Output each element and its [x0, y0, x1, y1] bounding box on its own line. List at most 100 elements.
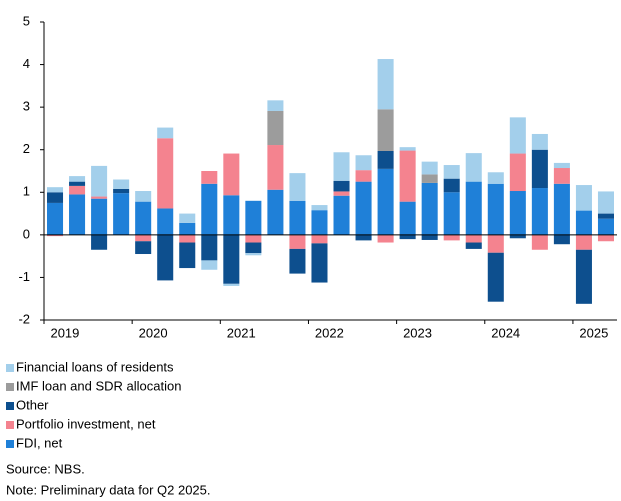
x-tick-label: 2020 [139, 325, 168, 340]
bar-segment [333, 180, 350, 192]
bar-segment [245, 253, 262, 256]
bar-segment [47, 192, 64, 203]
y-tick-label: 5 [23, 13, 30, 28]
y-tick-label: 2 [23, 141, 30, 156]
bar-segment [289, 234, 306, 249]
source: Source: NBS. [6, 461, 85, 476]
bar-segment [47, 234, 64, 237]
bar-segment [399, 201, 416, 235]
bar-segment [487, 234, 504, 253]
bar-segment [91, 198, 108, 235]
bar-segment [289, 173, 306, 201]
y-tick-label: 4 [23, 56, 30, 71]
bar-segment [289, 248, 306, 274]
bar-segment [267, 189, 284, 235]
bar-segment [69, 194, 86, 235]
bar-segment [443, 234, 460, 241]
bar-segment [377, 234, 394, 243]
bar-segment [179, 242, 196, 269]
note: Note: Preliminary data for Q2 2025. [6, 482, 211, 497]
bar-segment [245, 200, 262, 235]
bar-segment [377, 59, 394, 110]
bar-segment [267, 110, 284, 146]
bar-segment [531, 234, 548, 250]
bar-segment [531, 188, 548, 235]
bar-segment [575, 249, 592, 304]
bar-segment [487, 252, 504, 302]
bar-segment [355, 170, 372, 182]
bar-segment [135, 201, 152, 235]
bar-segment [509, 191, 526, 235]
bar-segment [113, 188, 130, 194]
bar-segment [69, 176, 86, 182]
bar-segment [289, 200, 306, 235]
bar-segment [179, 222, 196, 235]
bar-segment [267, 100, 284, 111]
legend-label: Portfolio investment, net [16, 416, 156, 431]
bar-segment [553, 183, 570, 235]
bar-segment [245, 234, 262, 243]
y-tick-label: -2 [18, 311, 30, 326]
x-tick-label: 2021 [227, 325, 256, 340]
bar-segment [201, 260, 218, 270]
legend-label: Financial loans of residents [16, 359, 174, 374]
legend-swatch [6, 364, 14, 372]
bar-segment [47, 187, 64, 193]
x-tick-label: 2025 [579, 325, 608, 340]
bar-segment [355, 155, 372, 171]
bar-segment [597, 234, 614, 242]
bar-segment [377, 168, 394, 235]
bar-segment [179, 213, 196, 223]
x-tick-label: 2022 [315, 325, 344, 340]
y-tick-label: 0 [23, 226, 30, 241]
bar-segment [487, 183, 504, 235]
bar-segment [333, 195, 350, 235]
bar-segment [311, 205, 328, 211]
bar-segment [487, 172, 504, 184]
bar-segment [267, 145, 284, 190]
bar-segment [465, 153, 482, 182]
bar-segment [135, 234, 152, 242]
bar-segment [575, 234, 592, 250]
bar-segment [465, 242, 482, 249]
bar-segment [311, 234, 328, 244]
bar-segment [157, 127, 174, 139]
bar-segment [311, 243, 328, 283]
bar-segment [421, 234, 438, 240]
bar-segment [443, 165, 460, 179]
bar-segment [223, 234, 240, 284]
x-tick-label: 2024 [491, 325, 520, 340]
bar-segment [333, 152, 350, 181]
bar-segment [399, 147, 416, 151]
bar-segment [135, 241, 152, 255]
bar-segment [509, 153, 526, 192]
bar-segment [597, 213, 614, 219]
legend-label: FDI, net [16, 435, 63, 450]
y-tick-label: -1 [18, 269, 30, 284]
y-tick-label: 3 [23, 99, 30, 114]
bar-segment [399, 150, 416, 202]
bar-segment [179, 234, 196, 243]
bar-segment [531, 149, 548, 189]
bar-segment [597, 218, 614, 235]
bar-segment [597, 191, 614, 214]
bar-segment [421, 161, 438, 175]
legend-swatch [6, 440, 14, 448]
bar-segment [201, 183, 218, 235]
bar-segment [201, 234, 218, 261]
bar-segment [157, 138, 174, 209]
bar-segment [311, 210, 328, 235]
bar-segment [443, 192, 460, 235]
bar-segment [157, 234, 174, 281]
bar-segment [157, 208, 174, 235]
bar-segment [69, 185, 86, 195]
bar-segment [201, 171, 218, 184]
legend-swatch [6, 421, 14, 429]
bar-segment [443, 178, 460, 193]
legend-swatch [6, 383, 14, 391]
bar-segment [223, 195, 240, 235]
bar-segment [47, 202, 64, 235]
bar-segment [509, 234, 526, 239]
bar-segment [113, 179, 130, 189]
